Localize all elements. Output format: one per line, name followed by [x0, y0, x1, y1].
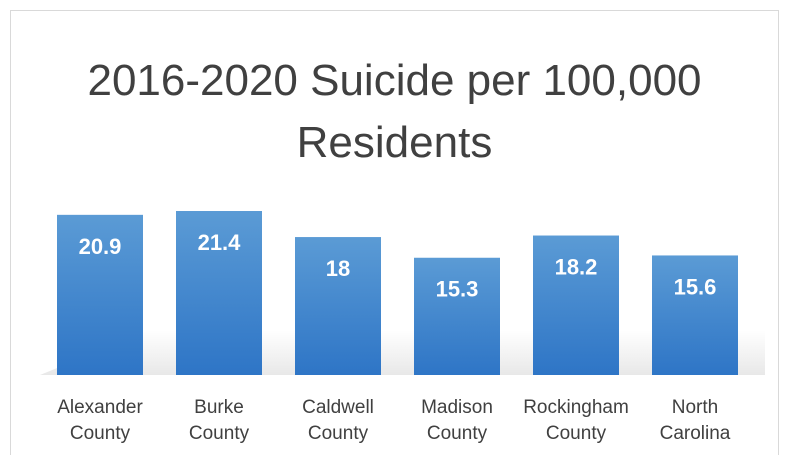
data-label-4: 15.3: [436, 277, 479, 302]
category-label-6: North Carolina: [660, 397, 731, 444]
bars: [57, 211, 738, 375]
category-label-3: Caldwell County: [302, 397, 374, 444]
data-label-1: 20.9: [79, 234, 122, 259]
data-label-3: 18: [326, 256, 350, 281]
data-labels: 20.9 21.4 18 15.3 18.2 15.6: [79, 230, 717, 302]
data-label-5: 18.2: [555, 255, 598, 280]
category-label-5: Rockingham County: [523, 397, 629, 444]
data-label-6: 15.6: [674, 274, 717, 299]
category-label-4: Madison County: [421, 397, 493, 444]
category-label-2: Burke County: [189, 397, 250, 444]
bar-5: [533, 235, 619, 375]
bar-6: [652, 255, 738, 375]
bar-3: [295, 237, 381, 375]
bar-1: [57, 214, 143, 375]
chart-title: 2016-2020 Suicide per 100,000 Residents: [87, 56, 702, 167]
category-labels: Alexander County Burke County Caldwell County…: [57, 397, 731, 444]
bar-2: [176, 211, 262, 375]
category-label-1: Alexander County: [57, 397, 143, 444]
bar-4: [414, 257, 500, 375]
data-label-2: 21.4: [198, 230, 242, 255]
